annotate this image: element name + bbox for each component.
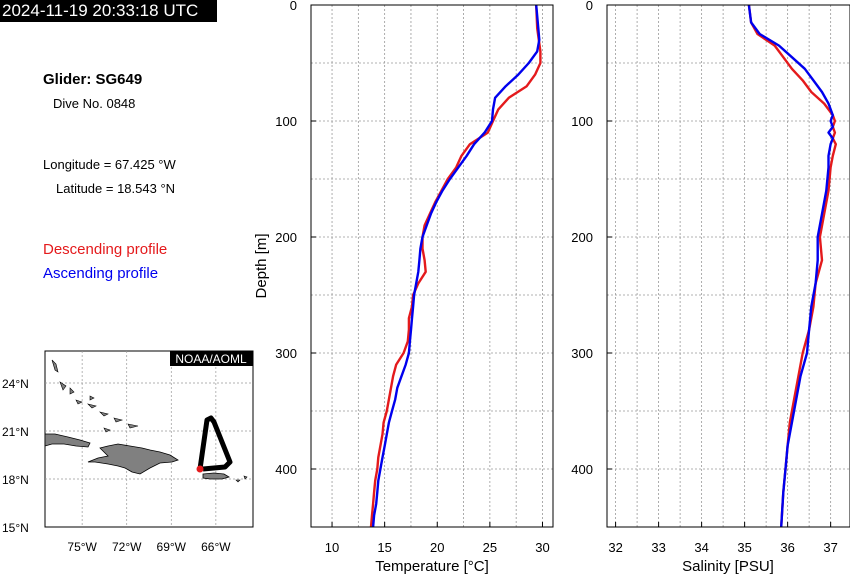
map-credit-box: [170, 351, 253, 366]
bahamas-islands: [51, 359, 248, 483]
salinity-frame: [606, 4, 850, 528]
salinity-descending-line: [747, 4, 837, 528]
salinity-grid: [607, 5, 850, 527]
temperature-xtick-label: 10: [325, 540, 339, 555]
puerto-rico-landmass: [202, 472, 230, 480]
temperature-ytick-label: 200: [275, 230, 297, 245]
salinity-xtick-label: 37: [823, 540, 837, 555]
cuba-landmass: [44, 433, 91, 448]
salinity-tick-labels: 32 33 34 35 36 37 0 100 200 300 400: [571, 0, 838, 555]
legend-ascending: Ascending profile: [43, 265, 159, 282]
glider-name: Glider: SG649: [43, 71, 143, 88]
glider-position-marker: [196, 465, 204, 473]
salinity-ytick-label: 0: [586, 0, 593, 13]
salinity-xtick-label: 35: [737, 540, 751, 555]
map-lon-label: 75°W: [67, 540, 97, 554]
map-lat-label: 24°N: [2, 377, 29, 391]
map-lat-label: 21°N: [2, 425, 29, 439]
timestamp-banner: 2024-11-19 20:33:18 UTC: [0, 0, 217, 22]
salinity-ytick-label: 200: [571, 230, 593, 245]
map-credit: NOAA/AOML: [175, 352, 247, 366]
legend-descending: Descending profile: [43, 241, 168, 258]
temperature-xtick-label: 20: [430, 540, 444, 555]
temperature-ytick-label: 300: [275, 346, 297, 361]
depth-ylabel: Depth [m]: [253, 233, 270, 298]
temperature-frame: [310, 4, 554, 528]
glider-track: [197, 415, 233, 472]
temperature-xtick-label: 30: [535, 540, 549, 555]
map-tick-labels: 24°N 21°N 18°N 15°N 75°W 72°W 69°W 66°W: [2, 377, 231, 554]
salinity-xlabel: Salinity [PSU]: [682, 558, 774, 574]
temperature-xtick-label: 25: [483, 540, 497, 555]
salinity-ascending-line: [747, 4, 834, 528]
temperature-ytick-label: 400: [275, 462, 297, 477]
salinity-ytick-label: 100: [571, 114, 593, 129]
temperature-xlabel: Temperature [°C]: [375, 558, 489, 574]
temperature-ytick-label: 0: [290, 0, 297, 13]
hispaniola-landmass: [87, 443, 179, 475]
temperature-series: [369, 4, 542, 528]
temperature-xtick-label: 15: [377, 540, 391, 555]
map-lon-label: 69°W: [157, 540, 187, 554]
map-lon-label: 72°W: [112, 540, 142, 554]
salinity-ytick-label: 300: [571, 346, 593, 361]
salinity-panel: 32 33 34 35 36 37 0 100 200 300 400 Salinity [PSU]: [571, 0, 850, 574]
salinity-xtick-label: 36: [780, 540, 794, 555]
salinity-series: [747, 4, 837, 528]
salinity-ytick-label: 400: [571, 462, 593, 477]
map-lon-label: 66°W: [201, 540, 231, 554]
temperature-ascending-line: [371, 4, 541, 528]
map-lat-label: 15°N: [2, 521, 29, 535]
temperature-grid: [311, 5, 553, 527]
salinity-xtick-label: 33: [651, 540, 665, 555]
map-lat-label: 18°N: [2, 473, 29, 487]
latitude-readout: Latitude = 18.543 °N: [56, 181, 176, 196]
dive-number: Dive No. 0848: [53, 96, 136, 111]
temperature-ytick-label: 100: [275, 114, 297, 129]
salinity-xtick-label: 34: [694, 540, 708, 555]
location-map: NOAA/AOML 24°N 21°N 18°N 15°N 75°W 72°W 69°W 66…: [2, 350, 254, 554]
salinity-xtick-label: 32: [608, 540, 622, 555]
longitude-readout: Longitude = 67.425 °W: [43, 157, 176, 172]
temperature-descending-line: [369, 4, 542, 528]
